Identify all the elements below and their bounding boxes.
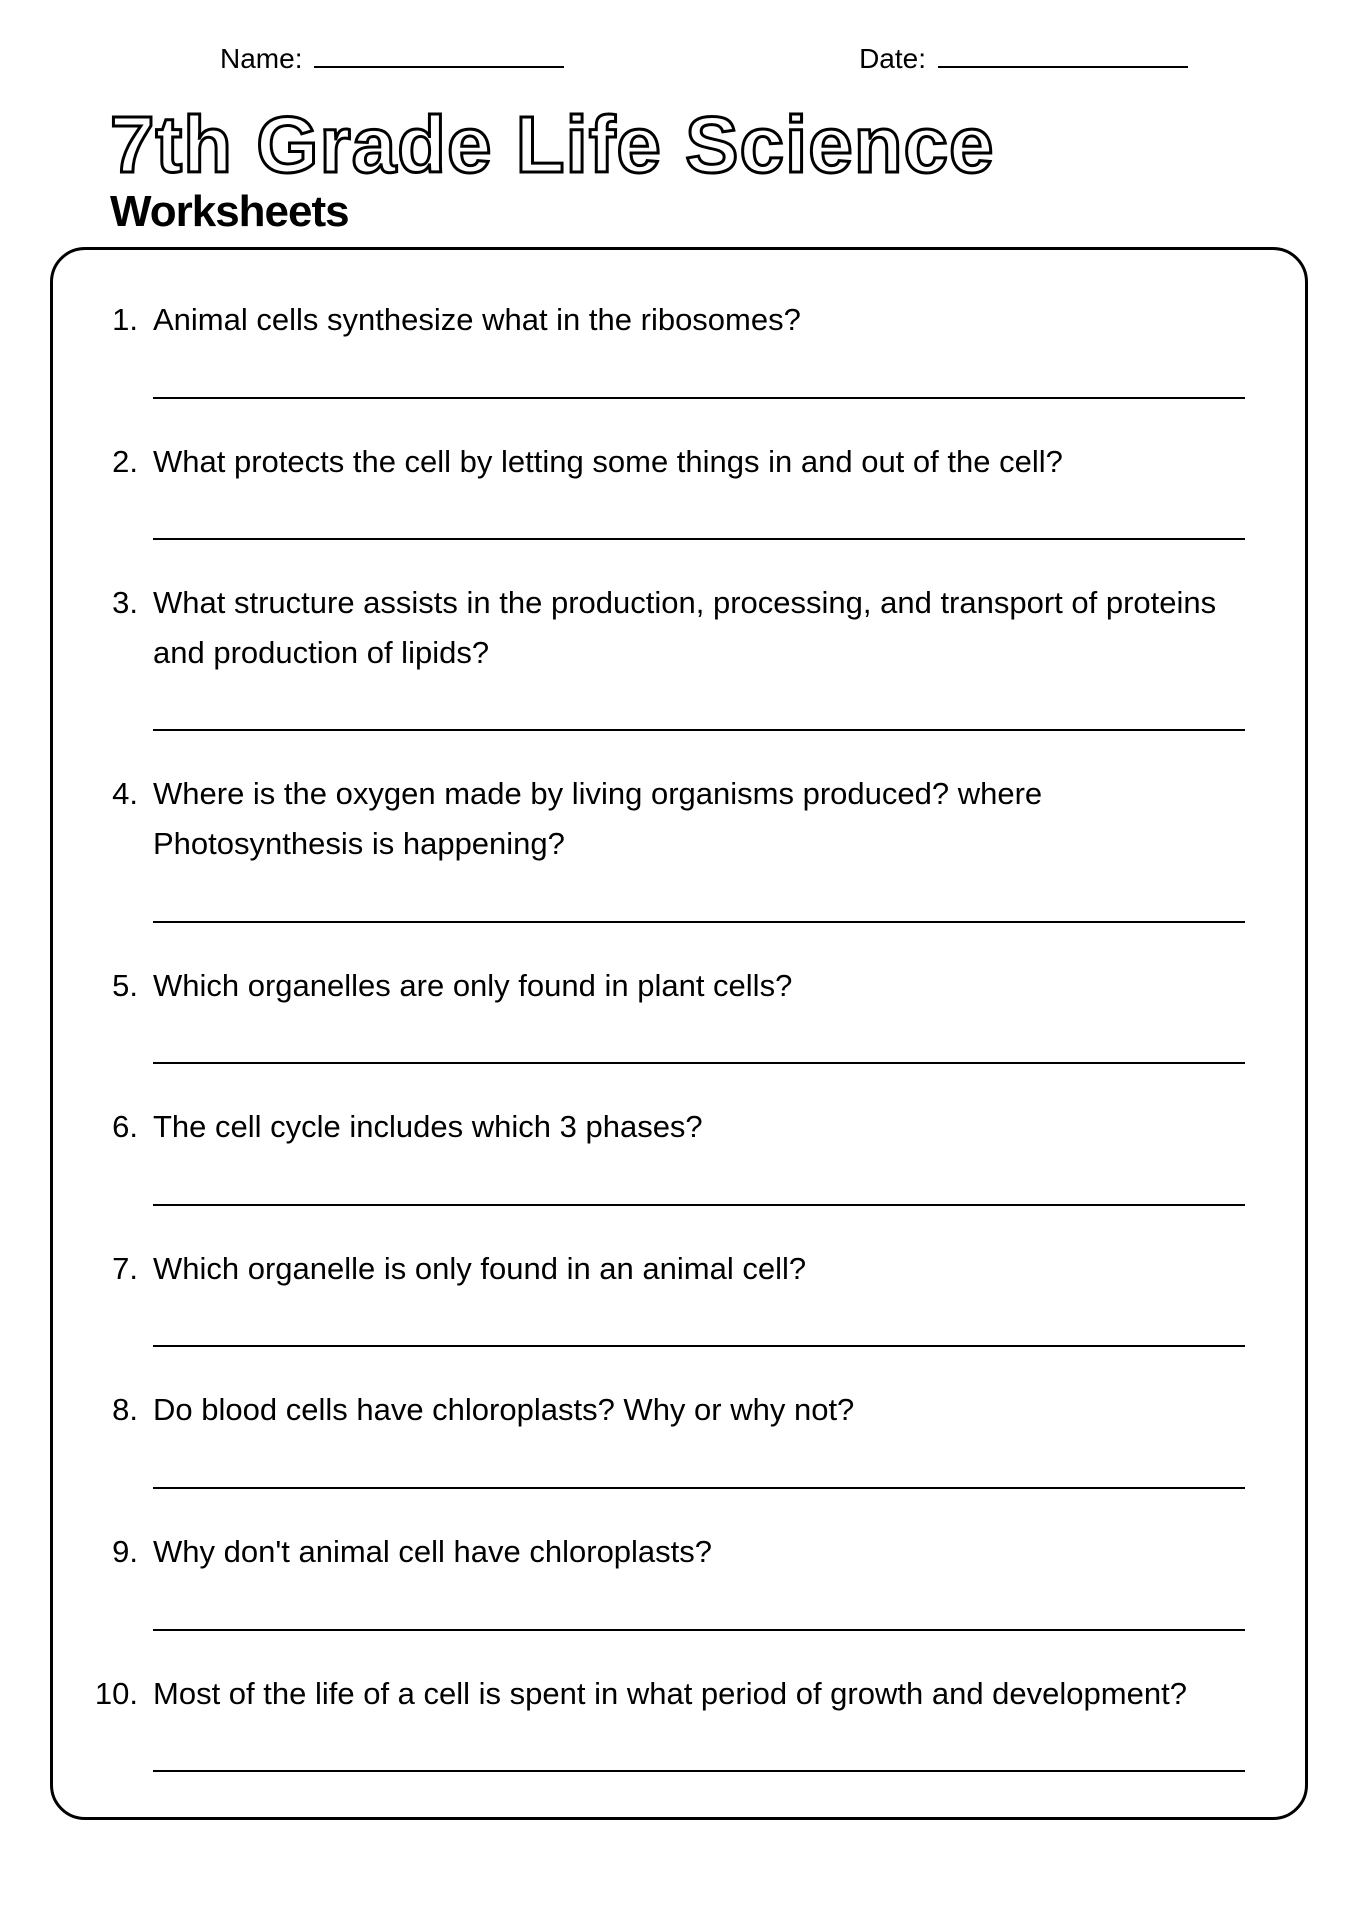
- answer-line[interactable]: [153, 363, 1245, 399]
- answer-line[interactable]: [153, 1028, 1245, 1064]
- question-text: What structure assists in the production…: [153, 578, 1245, 677]
- question-text: Which organelles are only found in plant…: [153, 961, 1245, 1011]
- date-field-group: Date:: [859, 40, 1188, 75]
- question-text: Why don't animal cell have chloroplasts?: [153, 1527, 1245, 1577]
- name-label: Name:: [220, 43, 302, 75]
- question-item: 9. Why don't animal cell have chloroplas…: [93, 1527, 1245, 1631]
- answer-line[interactable]: [153, 1595, 1245, 1631]
- question-box: 1. Animal cells synthesize what in the r…: [50, 247, 1308, 1820]
- question-item: 6. The cell cycle includes which 3 phase…: [93, 1102, 1245, 1206]
- question-item: 4. Where is the oxygen made by living or…: [93, 769, 1245, 922]
- question-item: 10. Most of the life of a cell is spent …: [93, 1669, 1245, 1773]
- answer-line[interactable]: [153, 1736, 1245, 1772]
- question-number: 4.: [93, 769, 153, 819]
- question-number: 2.: [93, 437, 153, 487]
- question-item: 8. Do blood cells have chloroplasts? Why…: [93, 1385, 1245, 1489]
- answer-line[interactable]: [153, 1453, 1245, 1489]
- name-input-line[interactable]: [314, 40, 564, 68]
- question-content: Most of the life of a cell is spent in w…: [153, 1669, 1245, 1773]
- name-field-group: Name:: [220, 40, 564, 75]
- question-number: 7.: [93, 1244, 153, 1294]
- question-item: 7. Which organelle is only found in an a…: [93, 1244, 1245, 1348]
- question-text: Do blood cells have chloroplasts? Why or…: [153, 1385, 1245, 1435]
- question-content: What structure assists in the production…: [153, 578, 1245, 731]
- question-content: The cell cycle includes which 3 phases?: [153, 1102, 1245, 1206]
- question-number: 1.: [93, 295, 153, 345]
- answer-line[interactable]: [153, 1311, 1245, 1347]
- main-title: 7th Grade Life Science: [110, 105, 1308, 185]
- question-content: Which organelles are only found in plant…: [153, 961, 1245, 1065]
- question-item: 2. What protects the cell by letting som…: [93, 437, 1245, 541]
- answer-line[interactable]: [153, 1170, 1245, 1206]
- question-text: Most of the life of a cell is spent in w…: [153, 1669, 1245, 1719]
- date-label: Date:: [859, 43, 926, 75]
- question-number: 6.: [93, 1102, 153, 1152]
- question-item: 3. What structure assists in the product…: [93, 578, 1245, 731]
- question-number: 3.: [93, 578, 153, 628]
- question-content: Animal cells synthesize what in the ribo…: [153, 295, 1245, 399]
- question-content: Why don't animal cell have chloroplasts?: [153, 1527, 1245, 1631]
- question-list: 1. Animal cells synthesize what in the r…: [93, 295, 1245, 1772]
- question-number: 9.: [93, 1527, 153, 1577]
- subtitle: Worksheets: [110, 187, 1308, 237]
- question-content: Where is the oxygen made by living organ…: [153, 769, 1245, 922]
- question-item: 5. Which organelles are only found in pl…: [93, 961, 1245, 1065]
- answer-line[interactable]: [153, 504, 1245, 540]
- question-text: Which organelle is only found in an anim…: [153, 1244, 1245, 1294]
- question-number: 10.: [93, 1669, 153, 1719]
- question-item: 1. Animal cells synthesize what in the r…: [93, 295, 1245, 399]
- question-text: The cell cycle includes which 3 phases?: [153, 1102, 1245, 1152]
- question-number: 5.: [93, 961, 153, 1011]
- question-content: Do blood cells have chloroplasts? Why or…: [153, 1385, 1245, 1489]
- title-container: 7th Grade Life Science Worksheets: [50, 105, 1308, 237]
- question-content: Which organelle is only found in an anim…: [153, 1244, 1245, 1348]
- date-input-line[interactable]: [938, 40, 1188, 68]
- question-text: What protects the cell by letting some t…: [153, 437, 1245, 487]
- answer-line[interactable]: [153, 695, 1245, 731]
- answer-line[interactable]: [153, 887, 1245, 923]
- question-content: What protects the cell by letting some t…: [153, 437, 1245, 541]
- header-row: Name: Date:: [50, 40, 1308, 75]
- question-text: Animal cells synthesize what in the ribo…: [153, 295, 1245, 345]
- question-number: 8.: [93, 1385, 153, 1435]
- question-text: Where is the oxygen made by living organ…: [153, 769, 1245, 868]
